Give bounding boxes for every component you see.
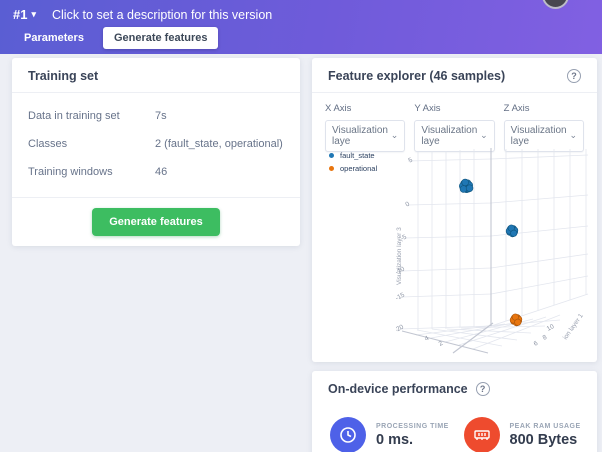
metric-label: PROCESSING TIME [376,422,449,430]
plot-legend: fault_state operational [329,151,377,177]
z-axis-select[interactable]: Visualization laye ⌄ [503,120,584,152]
metric-label: PEAK RAM USAGE [509,422,581,430]
tab-bar: Parameters Generate features [13,27,219,49]
svg-text:-5: -5 [400,233,409,242]
avatar[interactable] [542,0,569,9]
row-label: Data in training set [28,110,120,122]
clock-icon [330,417,366,452]
help-icon[interactable]: ? [567,69,581,83]
table-row: Training windows 46 [12,158,300,186]
generate-features-button[interactable]: Generate features [92,207,220,236]
version-label: #1 [13,7,28,22]
y-axis-column: Y Axis Visualization laye ⌄ [414,103,495,152]
training-set-card: Training set Data in training set 7s Cla… [12,58,300,246]
chevron-down-icon: ⌄ [390,130,399,141]
svg-text:5: 5 [407,156,414,164]
y-axis-select-value: Visualization laye [421,125,478,147]
performance-card: On-device performance ? PROCESSING TIME … [312,371,597,452]
svg-text:-15: -15 [396,291,406,302]
z-axis-select-value: Visualization laye [510,125,567,147]
row-value: 7s [155,110,167,122]
metric-value: 0 ms. [376,431,414,448]
row-label: Training windows [28,166,113,178]
legend-item-operational[interactable]: operational [329,164,377,173]
tab-generate-features[interactable]: Generate features [102,27,219,49]
processing-time-metric: PROCESSING TIME 0 ms. [330,417,464,452]
legend-marker [329,153,334,158]
version-description[interactable]: Click to set a description for this vers… [52,7,273,22]
performance-metrics: PROCESSING TIME 0 ms. PEAK RAM USAGE 800… [312,405,597,452]
version-title-row: #1 ▾ Click to set a description for this… [13,7,272,22]
right-axis-title: ion layer 1 [562,312,585,341]
tab-parameters[interactable]: Parameters [24,32,84,44]
svg-text:8: 8 [542,334,549,342]
svg-text:10: 10 [546,323,556,333]
training-set-header: Training set [12,58,300,93]
svg-text:-10: -10 [396,265,406,276]
feature-explorer-title: Feature explorer (46 samples) [328,69,506,83]
feature-explorer-card: Feature explorer (46 samples) ? X Axis V… [312,58,597,362]
z-axis-column: Z Axis Visualization laye ⌄ [503,103,584,152]
help-icon[interactable]: ? [475,382,490,396]
plot-axes-edges [401,148,494,354]
y-axis-label: Y Axis [414,103,441,114]
performance-title: On-device performance [328,382,468,396]
scatter-points [458,178,523,327]
svg-text:-20: -20 [396,323,405,334]
x-axis-column: X Axis Visualization laye ⌄ [325,103,406,152]
row-value: 46 [155,166,168,178]
chevron-down-icon: ⌄ [480,130,488,141]
ram-icon [463,417,500,452]
performance-header: On-device performance ? [312,371,597,405]
y-axis-select[interactable]: Visualization laye ⌄ [414,120,495,152]
training-set-title: Training set [28,69,99,83]
z-axis-label: Z Axis [503,103,530,114]
table-row: Classes 2 (fault_state, operational) [12,130,300,158]
z-axis-title: Visualization layer 3 [396,227,403,285]
row-label: Classes [28,138,68,150]
svg-text:2: 2 [438,340,445,348]
svg-text:0: 0 [404,200,411,208]
training-set-footer: Generate features [12,197,300,245]
header: #1 ▾ Click to set a description for this… [0,0,602,54]
legend-item-fault-state[interactable]: fault_state [329,151,377,160]
feature-plot-3d[interactable]: 5 0 -5 -10 -15 -20 4 2 10 8 6 Visualizat… [396,145,596,360]
feature-explorer-header: Feature explorer (46 samples) ? [312,58,597,93]
chevron-down-icon: ⌄ [569,130,577,141]
plot-grid [399,149,589,350]
peak-ram-metric: PEAK RAM USAGE 800 Bytes [463,417,598,452]
x-axis-label: X Axis [325,103,352,114]
axis-selectors: X Axis Visualization laye ⌄ Y Axis Visua… [312,93,597,152]
training-set-rows: Data in training set 7s Classes 2 (fault… [12,93,300,192]
row-value: 2 (fault_state, operational) [155,138,283,150]
x-axis-select[interactable]: Visualization laye ⌄ [325,120,406,152]
version-selector[interactable]: #1 ▾ [13,7,36,22]
table-row: Data in training set 7s [12,102,300,130]
legend-marker [329,166,334,171]
x-axis-select-value: Visualization laye [332,125,388,147]
caret-down-icon: ▾ [31,9,36,19]
metric-value: 800 Bytes [509,431,578,448]
svg-text:4: 4 [424,335,431,343]
svg-text:6: 6 [533,340,540,348]
